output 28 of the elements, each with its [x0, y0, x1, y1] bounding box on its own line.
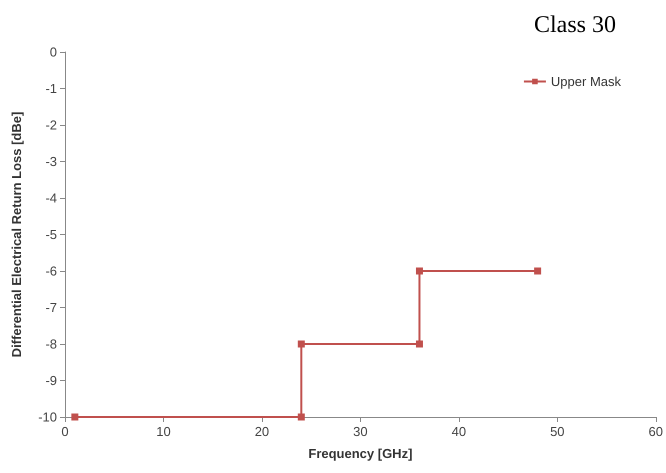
x-tick-label: 40 [452, 424, 466, 439]
y-axis-title: Differential Electrical Return Loss [dBe] [9, 112, 24, 358]
point [298, 340, 305, 348]
y-tick-label: -7 [45, 300, 57, 315]
y-tick-label: -3 [45, 154, 57, 169]
point [298, 414, 305, 420]
x-tick-label: 10 [156, 424, 171, 439]
x-axis-title: Frequency [GHz] [308, 446, 412, 461]
y-tick-label: -9 [45, 373, 57, 388]
point [71, 414, 78, 420]
y-tick-label: -8 [45, 336, 57, 352]
y-tick-label: -4 [45, 190, 57, 206]
x-tick-label: 0 [61, 424, 69, 439]
point [416, 340, 423, 348]
x-tick-label: 50 [550, 424, 565, 439]
chart-title: Class 30 [534, 12, 616, 38]
point [416, 268, 423, 274]
x-tick-label: 60 [648, 424, 664, 439]
legend-label: Upper Mask [550, 74, 622, 89]
y-tick-label: -2 [45, 118, 57, 132]
point [534, 268, 542, 274]
y-tick-label: -1 [45, 81, 57, 96]
y-tick-label: -5 [45, 227, 57, 242]
y-tick-label: -10 [38, 410, 57, 424]
y-tick-label: 0 [50, 44, 57, 60]
y-tick-label: -6 [45, 264, 57, 278]
x-tick-label: 30 [353, 424, 368, 439]
x-tick-label: 20 [254, 424, 270, 439]
